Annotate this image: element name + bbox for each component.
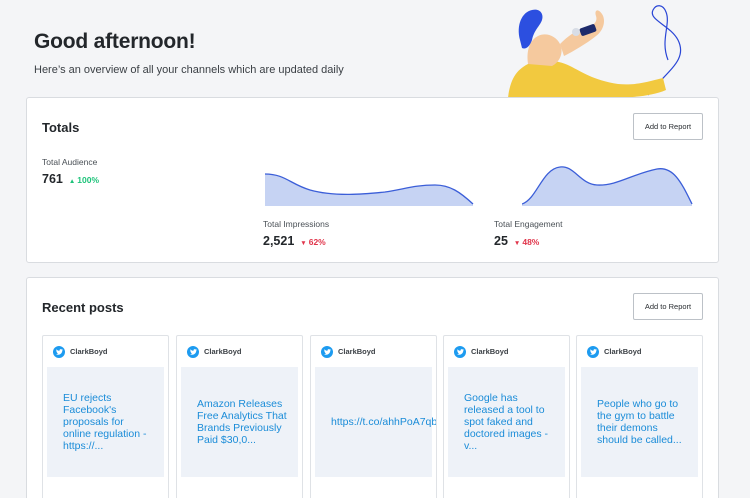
totals-card: Totals Add to Report Total Audience 761 … — [26, 97, 719, 263]
engagement-sparkline — [522, 166, 693, 206]
arrow-up-icon: ▲ — [68, 178, 76, 185]
delta-value: 100% — [77, 175, 100, 185]
twitter-icon — [321, 345, 333, 358]
metric-value: 2,521 — [263, 234, 295, 248]
impressions-sparkline — [265, 173, 474, 206]
metric-label: Total Impressions — [263, 219, 330, 229]
post-card[interactable]: ClarkBoyd EU rejects Facebook's proposal… — [42, 335, 169, 498]
delta-value: 62% — [308, 237, 326, 247]
arrow-down-icon: ▼ — [300, 240, 307, 247]
post-card[interactable]: ClarkBoyd Amazon Releases Free Analytics… — [176, 335, 303, 498]
twitter-icon — [53, 345, 65, 358]
totals-title: Totals — [42, 120, 80, 135]
metric-value: 761 — [42, 172, 63, 186]
post-username: ClarkBoyd — [604, 347, 642, 356]
post-card[interactable]: ClarkBoyd Google has released a tool to … — [443, 335, 570, 498]
recent-posts-card: Recent posts Add to Report ClarkBoyd EU … — [26, 277, 719, 498]
post-link[interactable]: https://t.co/ahhPoA7qb — [331, 416, 437, 428]
post-link[interactable]: Amazon Releases Free Analytics That Bran… — [197, 398, 287, 446]
add-to-report-button[interactable]: Add to Report — [633, 113, 703, 140]
total-audience-metric: Total Audience 761 ▲ 100% — [42, 157, 99, 186]
twitter-icon — [187, 345, 199, 358]
metric-delta: ▲ 100% — [69, 175, 99, 185]
metric-label: Total Engagement — [494, 219, 563, 229]
greeting: Good afternoon! Here’s an overview of al… — [34, 30, 344, 76]
metric-value: 25 — [494, 234, 508, 248]
metric-delta: ▼ 48% — [514, 237, 539, 247]
page-subtitle: Here’s an overview of all your channels … — [34, 64, 344, 76]
post-username: ClarkBoyd — [471, 347, 509, 356]
metric-delta: ▼ 62% — [300, 237, 325, 247]
post-card[interactable]: ClarkBoyd People who go to the gym to ba… — [576, 335, 703, 498]
waving-person-illustration — [508, 5, 682, 98]
total-impressions-metric: Total Impressions 2,521 ▼ 62% — [263, 219, 329, 248]
delta-value: 48% — [522, 237, 540, 247]
total-engagement-metric: Total Engagement 25 ▼ 48% — [494, 219, 563, 248]
recent-posts-title: Recent posts — [42, 300, 124, 315]
add-to-report-button[interactable]: Add to Report — [633, 293, 703, 320]
post-username: ClarkBoyd — [204, 347, 242, 356]
arrow-down-icon: ▼ — [513, 240, 521, 247]
page-title: Good afternoon! — [34, 30, 196, 53]
post-username: ClarkBoyd — [338, 347, 376, 356]
post-link[interactable]: EU rejects Facebook's proposals for onli… — [63, 392, 147, 452]
post-username: ClarkBoyd — [70, 347, 108, 356]
metric-label: Total Audience — [42, 157, 98, 167]
post-link[interactable]: People who go to the gym to battle their… — [597, 398, 682, 446]
post-card[interactable]: ClarkBoyd https://t.co/ahhPoA7qb — [310, 335, 437, 498]
twitter-icon — [454, 345, 466, 358]
twitter-icon — [587, 345, 599, 358]
post-link[interactable]: Google has released a tool to spot faked… — [464, 392, 549, 452]
